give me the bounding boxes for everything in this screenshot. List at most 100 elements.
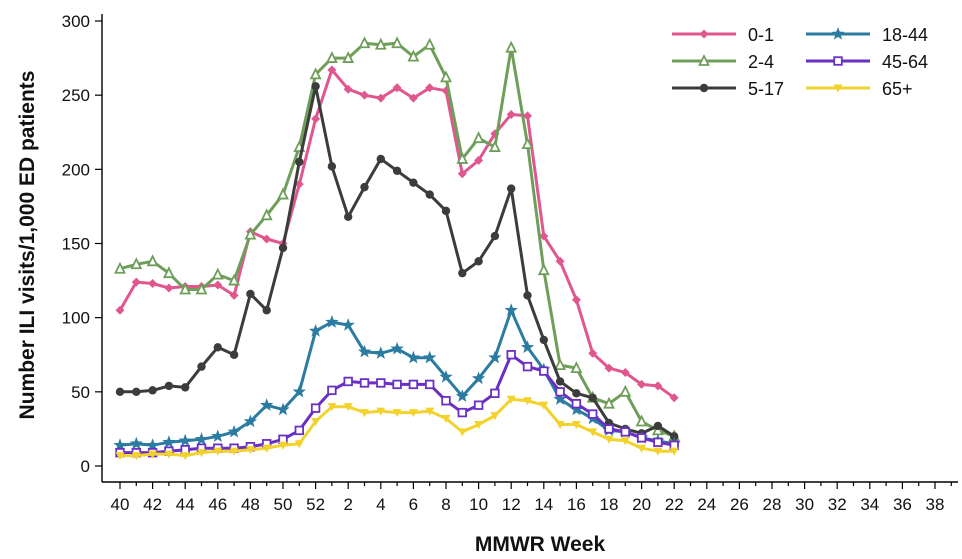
data-point-0-1 xyxy=(213,280,223,290)
data-point-0-1 xyxy=(588,348,598,358)
x-tick-label: 2 xyxy=(343,495,352,514)
data-point-65- xyxy=(441,415,451,424)
data-point-5-17 xyxy=(458,268,467,278)
data-point-2-4 xyxy=(146,254,159,267)
data-point-5-17 xyxy=(360,182,369,192)
legend-item-0-1: 0-1 xyxy=(672,25,774,45)
data-point-0-1 xyxy=(229,290,239,300)
data-point-18-44 xyxy=(129,436,143,450)
data-point-2-4 xyxy=(130,257,143,270)
data-point-45-64 xyxy=(539,366,549,376)
x-tick-label: 14 xyxy=(534,495,553,514)
data-point-65- xyxy=(555,420,565,429)
data-point-2-4 xyxy=(391,36,404,49)
data-point-2-4 xyxy=(554,358,567,371)
legend-item-45-64: 45-64 xyxy=(806,52,928,72)
x-tick-label: 4 xyxy=(376,495,385,514)
data-point-2-4 xyxy=(603,396,615,409)
data-point-2-4 xyxy=(570,361,583,374)
data-point-5-17 xyxy=(392,166,402,176)
legend-label: 45-64 xyxy=(882,52,928,72)
data-point-0-1 xyxy=(343,84,353,94)
data-point-18-44 xyxy=(553,392,567,405)
x-tick-label: 48 xyxy=(241,495,260,514)
data-point-5-17 xyxy=(572,389,581,398)
data-point-5-17 xyxy=(115,387,125,397)
data-point-5-17 xyxy=(181,383,190,392)
x-tick-label: 44 xyxy=(176,495,195,514)
data-point-0-1 xyxy=(539,231,549,241)
data-point-5-17 xyxy=(229,350,239,359)
data-point-5-17 xyxy=(539,335,548,345)
data-point-18-44 xyxy=(145,438,160,451)
data-point-5-17 xyxy=(588,393,597,402)
data-point-65- xyxy=(262,444,272,453)
x-tick-label: 38 xyxy=(926,495,945,514)
series-line-2-4 xyxy=(118,41,676,438)
data-point-0-1 xyxy=(457,169,467,179)
data-point-65- xyxy=(490,412,500,421)
data-point-18-44 xyxy=(211,429,225,442)
series-18-44 xyxy=(113,303,681,451)
data-point-45-64 xyxy=(555,387,565,397)
data-point-45-64 xyxy=(490,388,500,399)
data-point-18-44 xyxy=(292,384,306,398)
data-point-18-44 xyxy=(227,424,241,438)
legend-label: 0-1 xyxy=(748,25,774,45)
series-5-17 xyxy=(115,82,679,441)
data-point-5-17 xyxy=(164,381,174,391)
data-point-2-4 xyxy=(472,131,485,144)
data-point-65- xyxy=(637,444,647,453)
data-point-65- xyxy=(376,407,386,416)
data-point-2-4 xyxy=(244,227,257,240)
data-point-18-44 xyxy=(260,398,274,411)
x-tick-label: 24 xyxy=(697,495,716,514)
data-point-45-64 xyxy=(571,398,582,409)
data-point-5-17 xyxy=(425,190,434,199)
data-point-65- xyxy=(148,450,158,459)
data-point-0-1 xyxy=(474,155,484,165)
data-point-18-44 xyxy=(357,344,372,358)
data-point-45-64 xyxy=(604,424,614,434)
data-point-65- xyxy=(474,420,484,429)
data-point-65- xyxy=(343,403,353,412)
data-point-18-44 xyxy=(504,303,518,316)
data-point-5-17 xyxy=(197,362,206,371)
x-tick-label: 20 xyxy=(632,495,651,514)
data-point-0-1 xyxy=(131,277,141,287)
y-tick-label: 250 xyxy=(62,86,90,105)
legend-label: 65+ xyxy=(882,79,913,99)
data-point-2-4 xyxy=(537,263,550,276)
legend: 0-1 2-4 5-17 18-44 45-64 65+ xyxy=(672,25,928,99)
x-tick-label: 10 xyxy=(469,495,488,514)
data-point-45-64 xyxy=(408,379,419,390)
data-point-5-17 xyxy=(490,231,500,241)
y-axis-title: Number ILI visits/1,000 ED patients xyxy=(16,71,39,420)
x-tick-label: 50 xyxy=(274,495,293,514)
data-point-18-44 xyxy=(178,433,192,447)
data-point-18-44 xyxy=(162,435,176,448)
data-point-0-1 xyxy=(376,93,386,103)
data-point-0-1 xyxy=(555,256,565,266)
data-point-65- xyxy=(294,440,304,449)
data-point-65- xyxy=(620,437,630,446)
data-point-65- xyxy=(278,441,288,450)
y-tick-label: 100 xyxy=(62,309,90,328)
data-point-0-1 xyxy=(653,381,663,391)
x-tick-label: 16 xyxy=(567,495,586,514)
legend-marker xyxy=(831,27,845,40)
data-point-45-64 xyxy=(294,425,304,436)
data-point-0-1 xyxy=(148,279,158,289)
legend-marker xyxy=(699,29,709,39)
data-point-0-1 xyxy=(262,234,272,244)
x-tick-label: 36 xyxy=(893,495,912,514)
data-point-65- xyxy=(588,428,598,437)
x-tick-label: 42 xyxy=(143,495,162,514)
x-tick-label: 26 xyxy=(730,495,749,514)
data-point-5-17 xyxy=(327,162,337,171)
x-tick-label: 8 xyxy=(441,495,450,514)
data-point-2-4 xyxy=(114,261,126,274)
data-point-18-44 xyxy=(471,371,486,385)
data-point-45-64 xyxy=(376,378,386,388)
